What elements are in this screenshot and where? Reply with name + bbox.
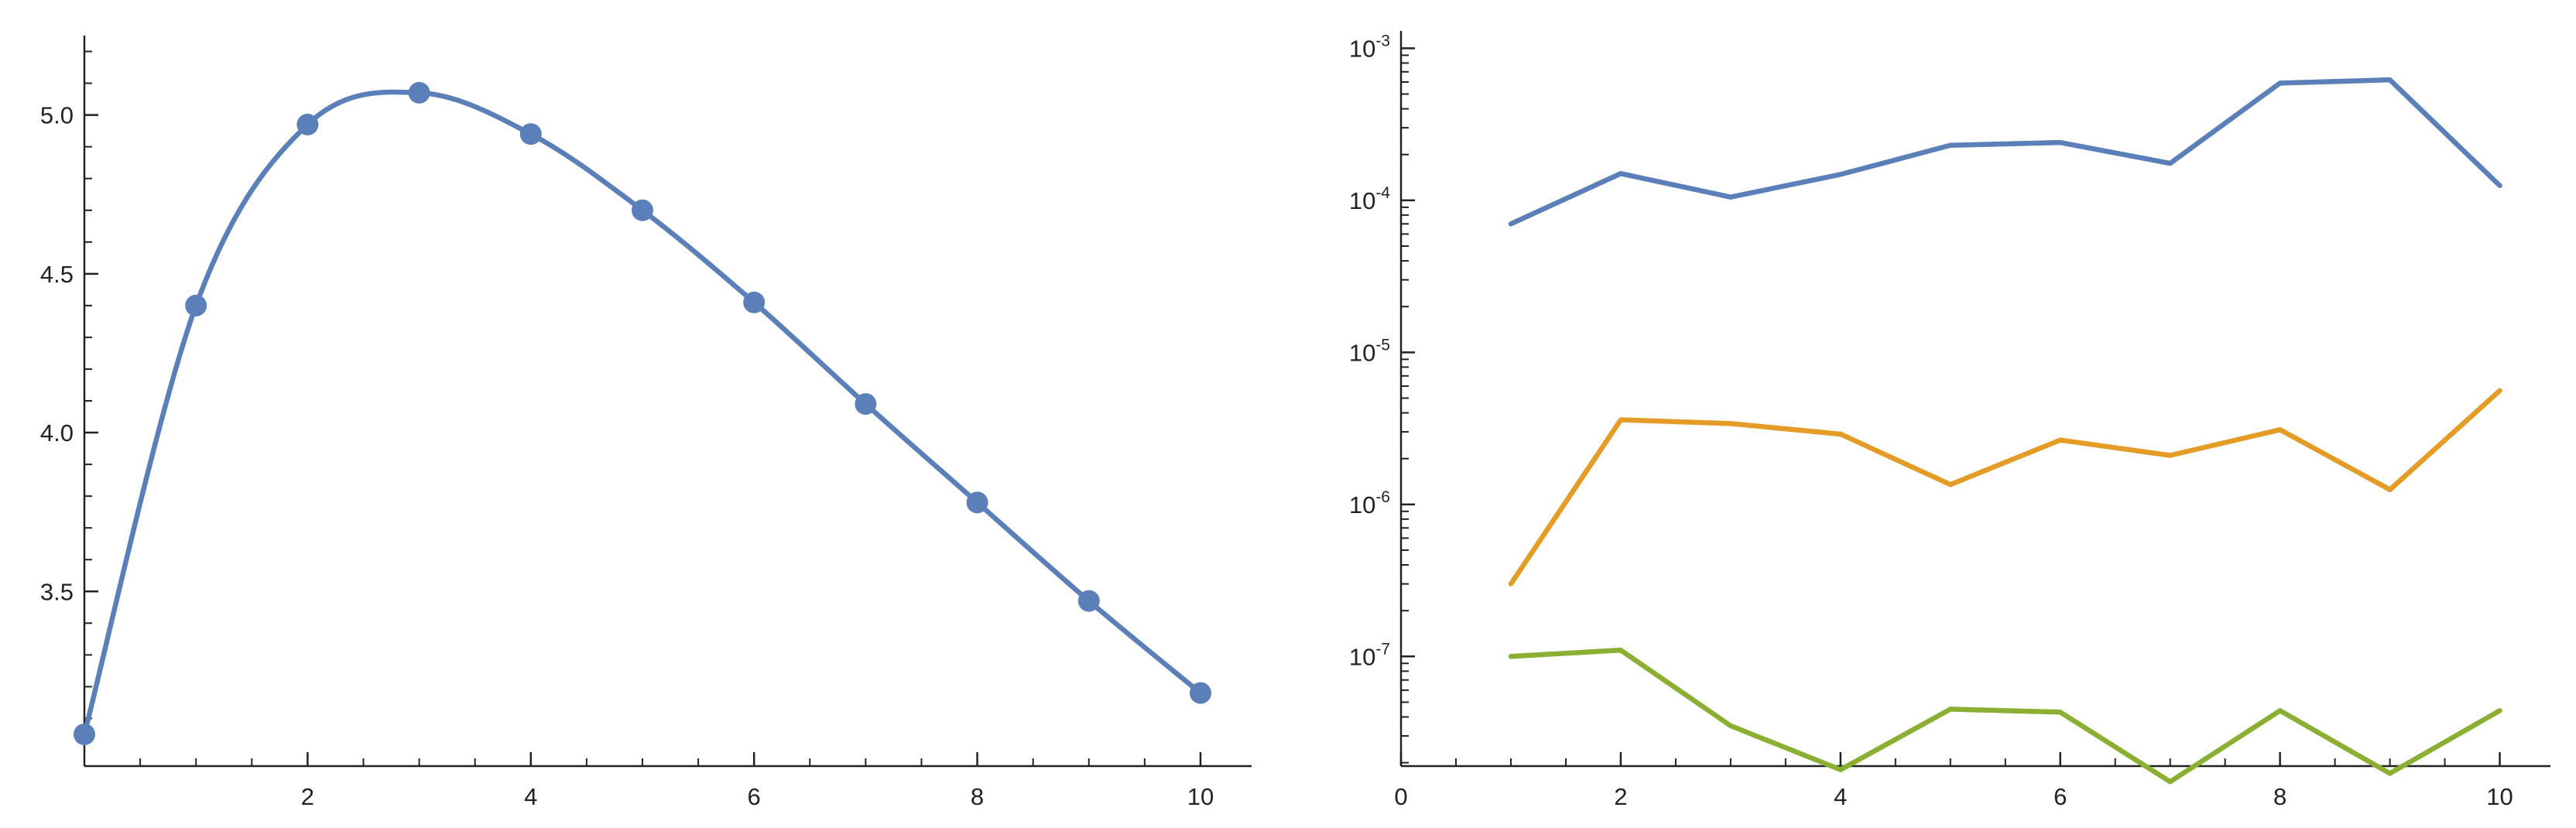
right-chart-panel: 0 2 4 6 8 10 10-3 10-4 10-5 10-6 10-7 — [1349, 31, 2550, 810]
y-tick-label: 5.0 — [40, 102, 74, 129]
x-tick-label: 2 — [1614, 783, 1627, 810]
y-tick-label: 10-7 — [1349, 640, 1390, 670]
data-point — [74, 723, 95, 745]
x-tick-label: 10 — [1187, 783, 1214, 810]
series-line-3 — [1508, 647, 2502, 785]
data-point — [1189, 682, 1211, 704]
series-line-2 — [1508, 388, 2502, 587]
data-point — [743, 291, 766, 313]
data-point — [1077, 590, 1100, 612]
data-point — [296, 113, 319, 135]
y-tick-label: 10-6 — [1349, 488, 1390, 518]
y-tick-label: 4.0 — [40, 419, 74, 447]
y-tick-label: 3.5 — [40, 578, 74, 605]
fitted-curve — [81, 89, 1204, 737]
data-point — [631, 199, 653, 221]
x-tick-label: 6 — [2054, 783, 2067, 810]
x-tick-label: 8 — [2273, 783, 2287, 810]
data-point — [408, 81, 430, 104]
y-tick-label: 10-4 — [1349, 184, 1390, 214]
series-line-1 — [1508, 77, 2502, 227]
x-tick-label: 4 — [1834, 783, 1847, 810]
data-point — [519, 123, 542, 145]
data-point — [185, 294, 207, 316]
x-tick-label: 4 — [524, 783, 537, 810]
y-tick-label: 4.5 — [40, 261, 74, 288]
data-point — [855, 393, 877, 416]
x-tick-label: 6 — [748, 783, 761, 810]
data-point — [966, 491, 988, 514]
left-chart-panel: 2 4 6 8 10 3.5 4.0 4.5 5.0 — [40, 36, 1252, 810]
x-tick-label: 8 — [971, 783, 984, 810]
x-tick-label: 2 — [301, 783, 314, 810]
y-tick-label: 10-3 — [1349, 32, 1390, 62]
x-tick-label: 0 — [1394, 783, 1407, 810]
y-tick-label: 10-5 — [1349, 336, 1390, 366]
x-tick-label: 10 — [2486, 783, 2513, 810]
